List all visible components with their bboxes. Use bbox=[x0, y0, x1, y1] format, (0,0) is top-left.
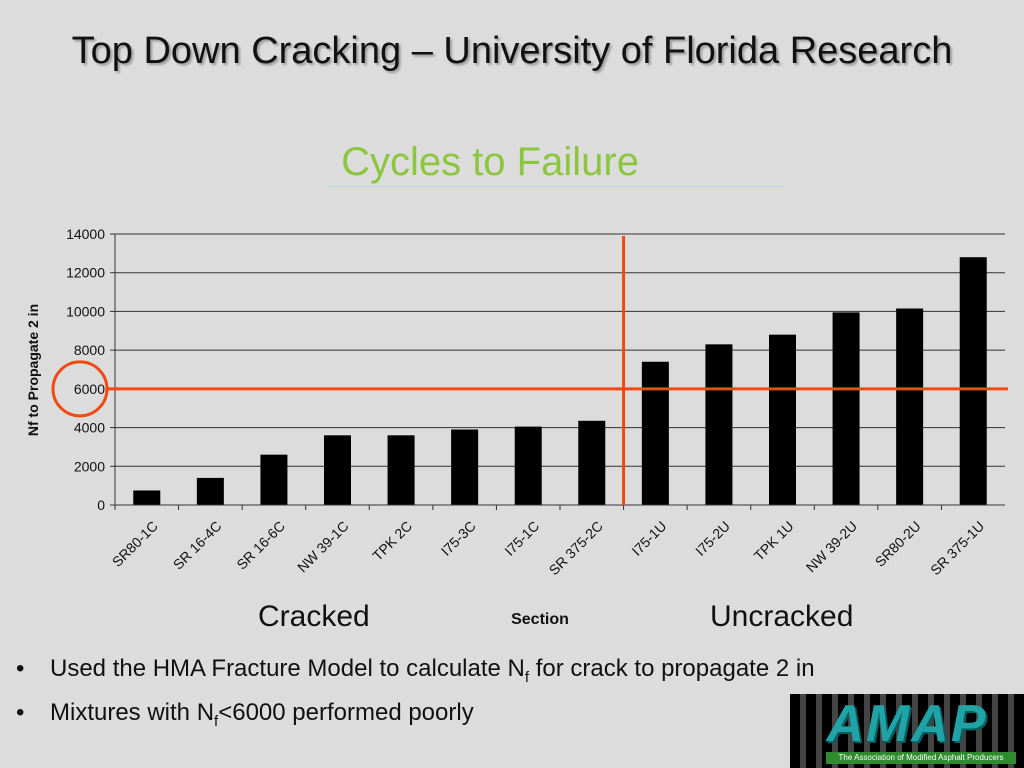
bar bbox=[959, 257, 987, 505]
y-tick-label: 10000 bbox=[66, 303, 105, 319]
bullet-list: • Used the HMA Fracture Model to calcula… bbox=[14, 655, 815, 743]
x-tick-label: SR 16-6C bbox=[233, 518, 288, 573]
y-tick-label: 14000 bbox=[66, 226, 105, 242]
y-tick-label: 4000 bbox=[74, 420, 105, 436]
bullet-item: • Mixtures with Nf<6000 performed poorly bbox=[14, 699, 815, 743]
y-tick-label: 2000 bbox=[74, 458, 105, 474]
bar-chart: 0 2000 4000 6000 8000 10000 12000 14000 SR80-1C… bbox=[25, 226, 1008, 628]
bar bbox=[387, 435, 415, 505]
logo-wordmark: AMAP bbox=[826, 695, 988, 753]
bar bbox=[260, 454, 288, 505]
bar bbox=[641, 361, 669, 505]
bullet-text-end: for crack to propagate 2 in bbox=[529, 655, 815, 682]
bullet-item: • Used the HMA Fracture Model to calcula… bbox=[14, 655, 815, 699]
x-tick-label: I75-1U bbox=[628, 518, 669, 559]
chart-title: Cycles to Failure bbox=[341, 140, 639, 184]
bar bbox=[832, 312, 860, 505]
y-tick-label: 0 bbox=[97, 497, 105, 513]
logo-tagline: The Association of Modified Asphalt Prod… bbox=[826, 752, 1016, 764]
bullet-dot-icon: • bbox=[16, 699, 25, 726]
x-tick-labels: SR80-1C SR 16-4C SR 16-6C NW 39-1C TPK 2C I75… bbox=[109, 505, 987, 578]
bar bbox=[196, 477, 224, 505]
x-tick-label: I75-1C bbox=[501, 518, 542, 559]
x-tick-label: SR 16-4C bbox=[170, 518, 225, 573]
x-tick-label: I75-2U bbox=[692, 518, 733, 559]
x-tick-label: I75-3C bbox=[438, 518, 479, 559]
bar bbox=[769, 334, 796, 505]
gridlines bbox=[115, 233, 1005, 467]
chart-title-underline bbox=[325, 186, 785, 187]
y-tick-label: 6000 bbox=[74, 381, 105, 397]
bar bbox=[133, 490, 161, 505]
x-axis-label: Section bbox=[511, 611, 569, 628]
group-label-cracked: Cracked bbox=[258, 600, 370, 633]
threshold-highlight-circle bbox=[51, 360, 109, 418]
bullet-subscript: f bbox=[524, 668, 530, 686]
bar bbox=[324, 435, 351, 505]
bullet-dot-icon: • bbox=[16, 655, 25, 682]
y-tick-label: 8000 bbox=[74, 342, 105, 358]
bar bbox=[705, 344, 733, 505]
x-tick-label: SR 375-1U bbox=[927, 518, 987, 578]
y-tick-labels: 0 2000 4000 6000 8000 10000 12000 14000 bbox=[66, 226, 115, 513]
bar bbox=[514, 426, 542, 505]
slide-title: Top Down Cracking – University of Florid… bbox=[71, 30, 953, 72]
bars bbox=[133, 257, 987, 505]
x-tick-label: SR 375-2C bbox=[546, 518, 606, 578]
x-tick-label: TPK 1U bbox=[751, 518, 797, 564]
amap-logo: AMAP The Association of Modified Asphalt… bbox=[790, 694, 1024, 768]
x-tick-label: NW 39-2U bbox=[803, 518, 861, 576]
bullet-text: Mixtures with N bbox=[50, 699, 215, 726]
bullet-text-end: <6000 performed poorly bbox=[218, 699, 474, 726]
bullet-subscript: f bbox=[214, 712, 219, 730]
x-tick-label: NW 39-1C bbox=[294, 518, 352, 576]
group-label-uncracked: Uncracked bbox=[710, 600, 854, 633]
x-tick-label: SR80-2U bbox=[872, 518, 924, 570]
bar bbox=[451, 429, 479, 505]
y-axis-label: Nf to Propagate 2 in bbox=[25, 304, 41, 436]
bar bbox=[896, 308, 924, 505]
bar bbox=[578, 420, 606, 505]
x-tick-label: SR80-1C bbox=[109, 518, 161, 570]
bullet-text: Used the HMA Fracture Model to calculate… bbox=[50, 655, 525, 682]
x-tick-label: TPK 2C bbox=[369, 518, 415, 564]
y-tick-label: 12000 bbox=[66, 265, 105, 281]
